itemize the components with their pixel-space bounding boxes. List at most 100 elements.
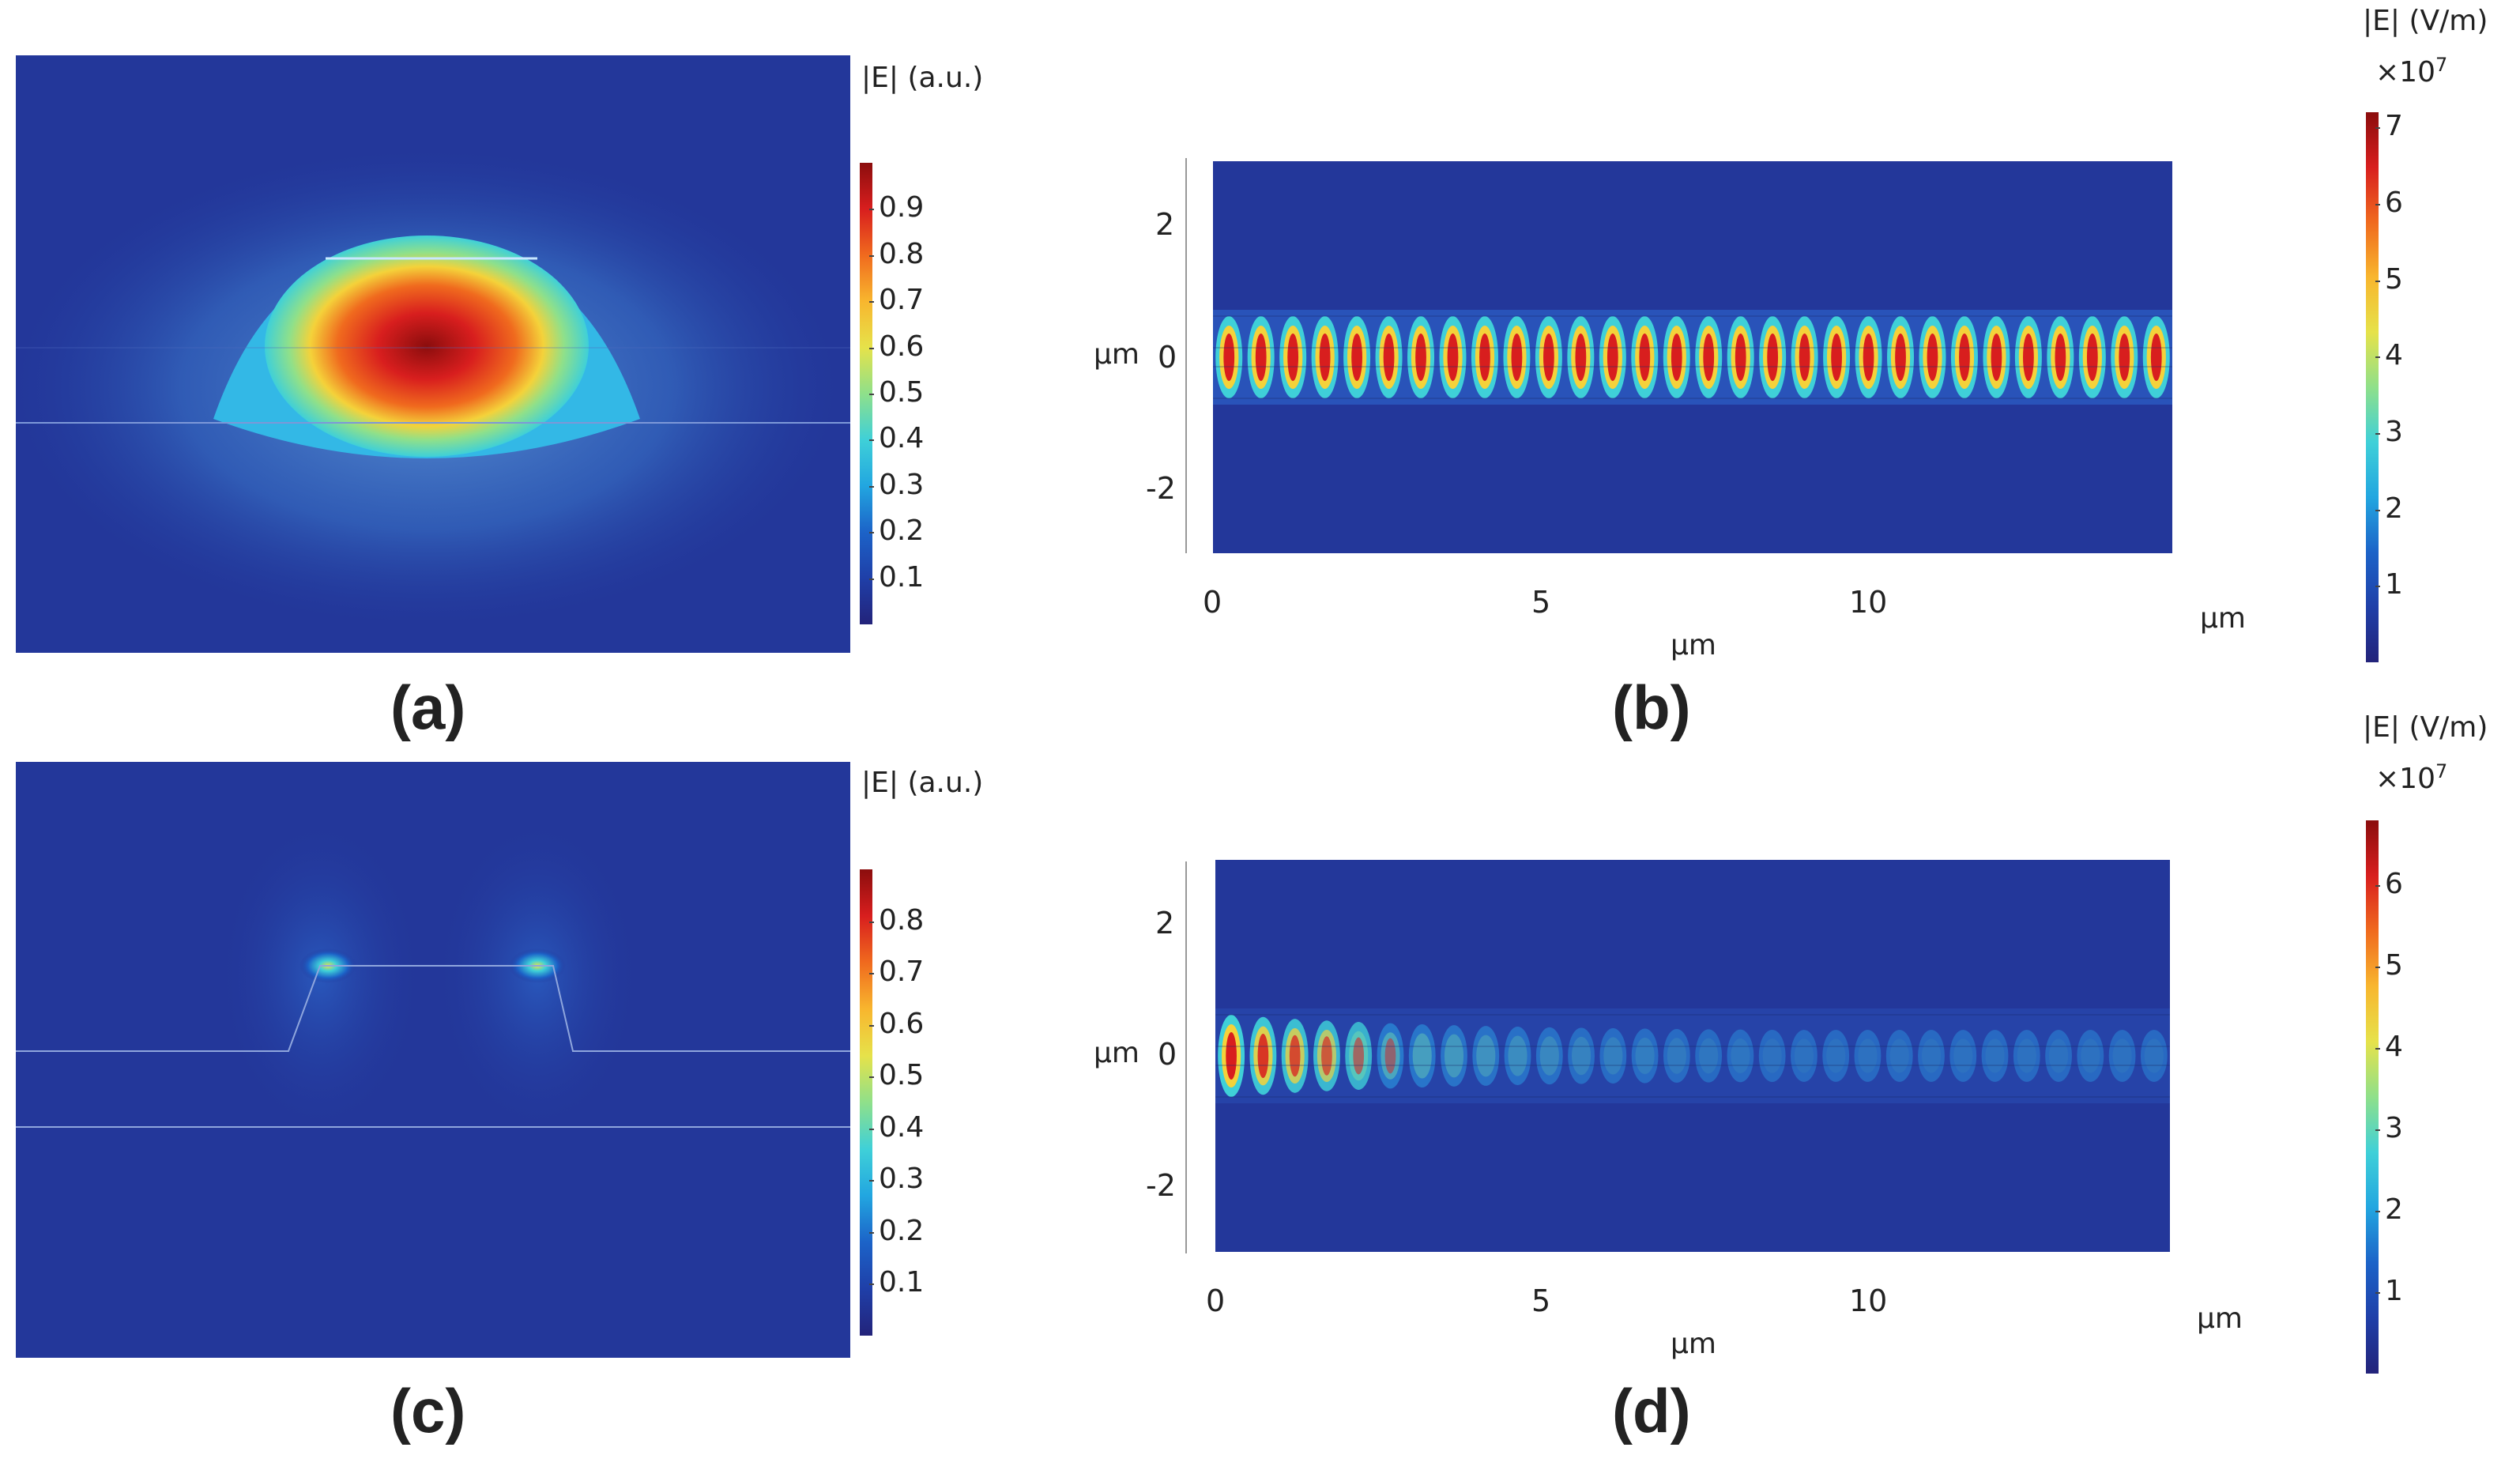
panel-a-field-map: [16, 55, 850, 653]
colorbar-tick-mark: [869, 1180, 874, 1182]
colorbar-tick-label: 0.6: [879, 330, 925, 363]
field-lobe-core: [1223, 334, 1235, 381]
field-lobe-core: [1575, 334, 1587, 381]
panel-b-y-axis-line: [1185, 158, 1187, 553]
colorbar-a-title: |E| (a.u.): [861, 62, 984, 94]
field-lobe-mid: [1762, 1038, 1782, 1073]
colorbar-tick-mark: [869, 1076, 874, 1079]
panel-d-svg: [1215, 860, 2170, 1252]
field-lobe-core: [2086, 334, 2098, 381]
panel-d-y-label: µm: [1094, 1037, 1139, 1069]
caption-d: (d): [1612, 1376, 1691, 1446]
field-background: [1215, 860, 2170, 1252]
field-lobe-core: [1353, 1037, 1365, 1075]
colorbar-tick-mark: [2375, 280, 2380, 282]
colorbar-tick-mark: [2375, 967, 2380, 969]
panel-b-y-label: µm: [1094, 338, 1139, 371]
colorbar-tick-mark: [869, 209, 874, 211]
colorbar-tick-label: 0.4: [879, 1110, 925, 1144]
colorbar-tick-mark: [869, 485, 874, 488]
field-lobe-core: [1543, 334, 1554, 381]
field-lobe-core: [1383, 334, 1395, 381]
field-lobe-mid: [1444, 1034, 1464, 1078]
field-lobe-mid: [1508, 1035, 1527, 1076]
field-lobe-mid: [1826, 1038, 1846, 1073]
panel-c-svg: [16, 762, 850, 1358]
field-lobe-core: [2055, 334, 2066, 381]
colorbar-tick-label: 3: [2385, 1112, 2403, 1145]
field-lobe-core: [1287, 334, 1299, 381]
panel-b-xtick: 5: [1531, 585, 1551, 620]
colorbar-b: [2366, 112, 2379, 662]
field-lobe-mid: [1699, 1038, 1719, 1074]
panel-b-x-unit: µm: [2200, 602, 2246, 635]
colorbar-tick-mark: [869, 347, 874, 349]
field-lobe-core: [1415, 334, 1426, 381]
field-lobe-core: [1767, 334, 1779, 381]
colorbar-tick-mark: [869, 254, 874, 257]
colorbar-d-multiplier: ×107: [2375, 760, 2448, 795]
field-lobe-halo: [1568, 1027, 1595, 1084]
colorbar-tick-label: 1: [2385, 1275, 2403, 1308]
field-lobe-core: [1319, 334, 1331, 381]
colorbar-tick-label: 0.7: [879, 284, 925, 317]
field-lobe-halo: [1535, 1027, 1563, 1085]
field-lobe-halo: [1695, 1029, 1723, 1083]
field-lobe-mid: [1412, 1033, 1432, 1079]
colorbar-d-title: |E| (V/m): [2363, 711, 2488, 744]
panel-d-xtick: 10: [1849, 1283, 1888, 1318]
field-lobe-halo: [2013, 1030, 2040, 1082]
field-lobe-halo: [1981, 1030, 2009, 1082]
panel-d-x-unit: µm: [2197, 1302, 2243, 1335]
colorbar-tick-mark: [869, 301, 874, 303]
field-lobe-core: [1959, 334, 1970, 381]
colorbar-tick-label: 1: [2385, 568, 2403, 601]
field-lobe-core: [1703, 334, 1715, 381]
field-lobe-core: [1226, 1032, 1237, 1080]
caption-c: (c): [390, 1376, 466, 1446]
field-lobe-mid: [2081, 1038, 2100, 1073]
colorbar-c-title: |E| (a.u.): [861, 767, 984, 799]
field-lobe-mid: [1381, 1032, 1400, 1080]
panel-b-field-map: [1213, 161, 2172, 553]
field-lobe-halo: [1472, 1026, 1500, 1086]
colorbar-b-multiplier: ×107: [2375, 54, 2448, 89]
panel-a-core: [265, 236, 589, 457]
panel-a-svg: [16, 55, 850, 653]
colorbar-tick-label: 5: [2385, 949, 2403, 982]
field-lobe-mid: [2017, 1038, 2036, 1073]
colorbar-tick-label: 7: [2385, 110, 2403, 143]
panel-d-y-axis-line: [1185, 861, 1187, 1253]
panel-b-ytick: -2: [1146, 471, 1176, 506]
panel-b-ytick: 0: [1158, 340, 1177, 375]
field-lobe-mid: [1476, 1035, 1496, 1077]
field-lobe-halo: [2045, 1030, 2072, 1082]
colorbar-tick-mark: [2375, 1292, 2380, 1295]
panel-d-x-label: µm: [1671, 1328, 1716, 1360]
panel-b-xtick: 10: [1849, 585, 1888, 620]
colorbar-tick-mark: [2375, 127, 2380, 130]
colorbar-tick-label: 2: [2385, 1193, 2403, 1227]
field-lobe-halo: [1854, 1030, 1882, 1082]
field-lobe-core: [1447, 334, 1459, 381]
colorbar-tick-mark: [2375, 1048, 2380, 1050]
field-lobe-core: [1479, 334, 1490, 381]
field-lobe-core: [1321, 1036, 1332, 1076]
colorbar-tick-label: 4: [2385, 1031, 2403, 1064]
field-guided-band: [1213, 310, 2172, 405]
colorbar-d: [2366, 820, 2379, 1374]
colorbar-tick-mark: [869, 1128, 874, 1130]
panel-c-waveguide-outline: [16, 965, 850, 1052]
colorbar-tick-mark: [2375, 433, 2380, 435]
colorbar-tick-mark: [2375, 885, 2380, 888]
field-lobe-mid: [1858, 1038, 1878, 1073]
colorbar-tick-label: 6: [2385, 187, 2403, 219]
field-lobe-core: [1831, 334, 1842, 381]
panel-d-field-map: [1215, 860, 2170, 1252]
field-lobe-halo: [2108, 1030, 2136, 1082]
field-lobe-core: [2023, 334, 2034, 381]
field-lobe-core: [1639, 334, 1651, 381]
colorbar-tick-label: 0.5: [879, 376, 925, 409]
colorbar-tick-label: 3: [2385, 416, 2403, 448]
colorbar-tick-label: 0.5: [879, 1059, 925, 1092]
